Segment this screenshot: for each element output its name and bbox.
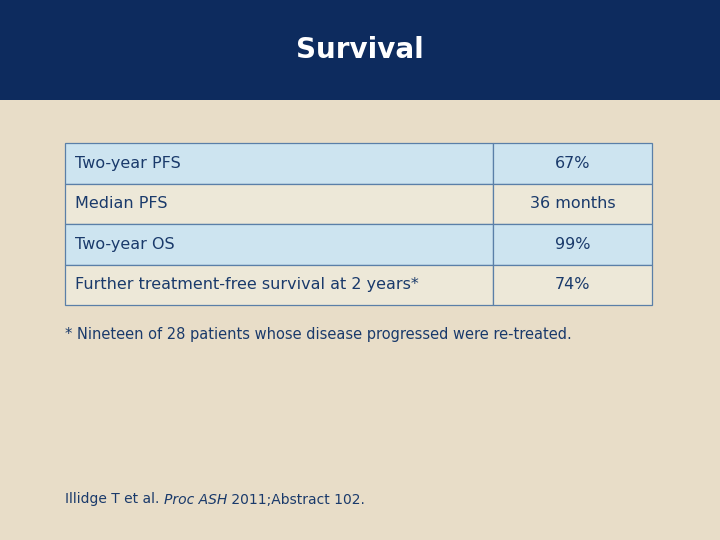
Bar (493, 143, 652, 184)
Text: Two-year OS: Two-year OS (75, 237, 174, 252)
Text: Survival: Survival (296, 36, 424, 64)
Bar (493, 265, 652, 305)
Text: 74%: 74% (554, 278, 590, 292)
Text: Median PFS: Median PFS (75, 197, 167, 211)
Text: Further treatment-free survival at 2 years*: Further treatment-free survival at 2 yea… (75, 278, 418, 292)
Bar (65, 143, 493, 184)
Text: 36 months: 36 months (530, 197, 615, 211)
Text: Proc ASH: Proc ASH (163, 492, 227, 507)
Text: Two-year PFS: Two-year PFS (75, 156, 181, 171)
Text: Illidge T et al.: Illidge T et al. (65, 492, 163, 507)
Bar (65, 184, 493, 224)
Text: * Nineteen of 28 patients whose disease progressed were re-treated.: * Nineteen of 28 patients whose disease … (65, 327, 572, 342)
Text: 99%: 99% (554, 237, 590, 252)
Bar (0, 0, 720, 100)
Bar (65, 224, 493, 265)
Text: 67%: 67% (554, 156, 590, 171)
Bar (65, 265, 493, 305)
Text: 2011;Abstract 102.: 2011;Abstract 102. (227, 492, 364, 507)
Bar (493, 184, 652, 224)
Bar (493, 224, 652, 265)
